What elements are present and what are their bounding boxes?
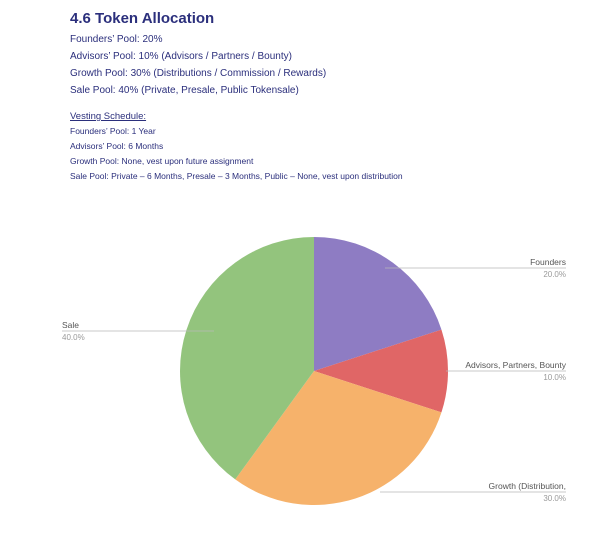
pool-growth: Growth Pool: 30% (Distributions / Commis… — [70, 68, 327, 79]
pie-slice-growth-distribution — [235, 371, 442, 505]
slice-label-advisors-partners-bounty: Advisors, Partners, Bounty — [465, 360, 566, 370]
pie-slice-advisors-partners-bounty — [314, 329, 448, 413]
slice-value-founders: 20.0% — [543, 270, 566, 279]
pie-slice-sale — [180, 237, 314, 480]
slice-value-sale: 40.0% — [62, 333, 85, 342]
vesting-heading: Vesting Schedule: — [70, 111, 147, 122]
pool-founders: Founders’ Pool: 20% — [70, 34, 163, 45]
slice-value-advisors-partners-bounty: 10.0% — [543, 373, 566, 382]
slice-label-founders: Founders — [530, 257, 566, 267]
vesting-advisors: Advisors’ Pool: 6 Months — [70, 141, 164, 151]
pie-slice-founders — [314, 237, 442, 371]
pool-sale: Sale Pool: 40% (Private, Presale, Public… — [70, 85, 299, 96]
slice-value-growth-distribution: 30.0% — [543, 494, 566, 503]
vesting-growth: Growth Pool: None, vest upon future assi… — [70, 156, 254, 166]
slice-label-sale: Sale — [62, 320, 79, 330]
pool-advisors: Advisors’ Pool: 10% (Advisors / Partners… — [70, 51, 292, 62]
section-title: 4.6 Token Allocation — [70, 10, 215, 27]
vesting-founders: Founders’ Pool: 1 Year — [70, 126, 156, 136]
slice-label-growth-distribution: Growth (Distribution, — [489, 481, 566, 491]
vesting-sale: Sale Pool: Private – 6 Months, Presale –… — [70, 171, 403, 181]
token-allocation-section: 4.6 Token Allocation Founders’ Pool: 20%… — [70, 10, 610, 184]
